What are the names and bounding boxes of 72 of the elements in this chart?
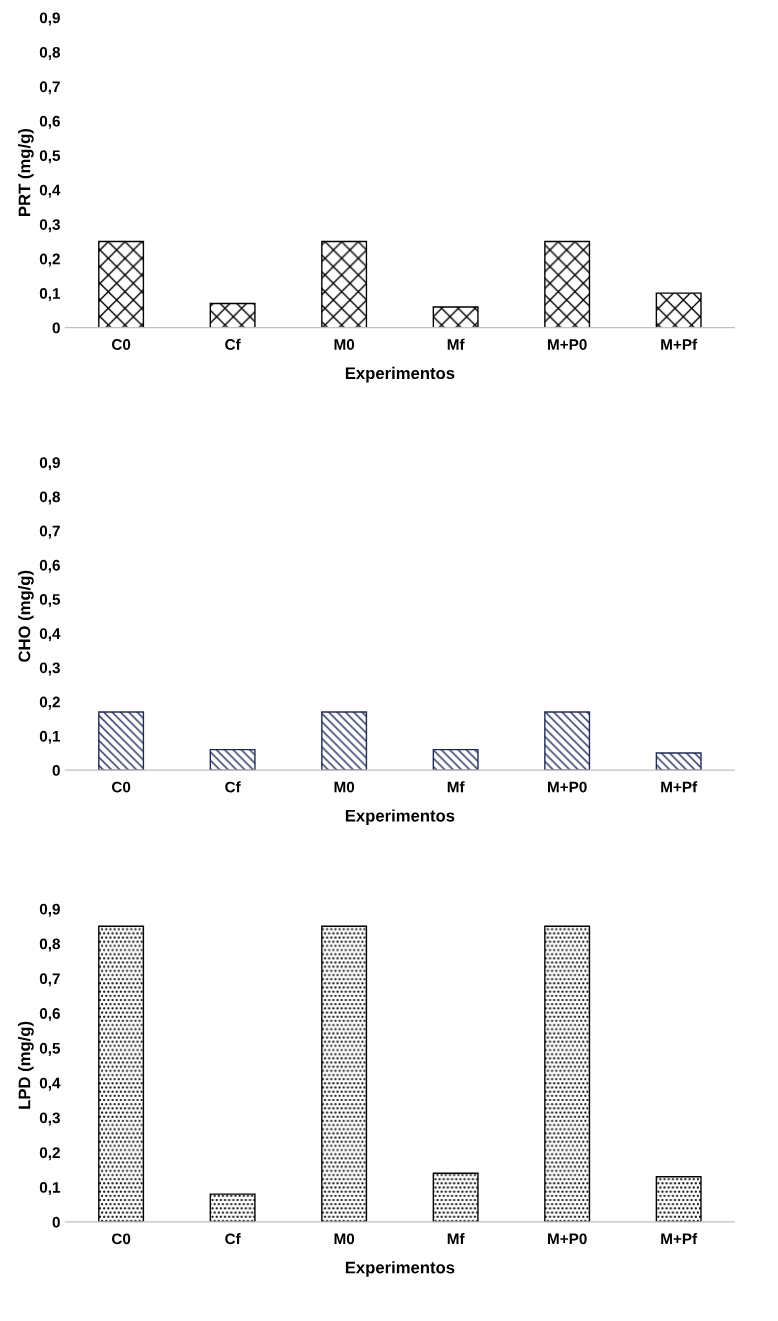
x-tick-label: Cf bbox=[225, 781, 241, 793]
y-axis-title: CHO (mg/g) bbox=[18, 570, 34, 662]
y-tick-label: 0,6 bbox=[39, 559, 60, 573]
y-tick-label: 0 bbox=[52, 1216, 60, 1228]
y-tick-label: 0,5 bbox=[39, 1042, 61, 1056]
y-tick-label: 0,7 bbox=[39, 525, 60, 539]
x-tick-label: M+Pf bbox=[661, 338, 698, 350]
y-tick-label: 0,8 bbox=[39, 938, 61, 952]
x-tick-label: M+P0 bbox=[548, 1233, 587, 1245]
x-tick-label: Mf bbox=[447, 781, 465, 793]
bar bbox=[98, 240, 145, 328]
x-axis-title: Experimentos bbox=[345, 1261, 455, 1277]
bar bbox=[432, 306, 479, 328]
y-tick-label: 0,4 bbox=[39, 628, 61, 642]
x-tick-label: Cf bbox=[225, 338, 241, 350]
y-tick-label: 0,1 bbox=[39, 288, 61, 302]
x-tick-label: Mf bbox=[447, 1233, 465, 1245]
bar bbox=[544, 925, 591, 1222]
bar bbox=[209, 302, 256, 328]
bar bbox=[544, 711, 591, 771]
y-tick-label: 0 bbox=[52, 322, 60, 334]
bar bbox=[98, 925, 145, 1222]
y-tick-label: 0,3 bbox=[39, 1112, 60, 1126]
y-tick-label: 0,9 bbox=[39, 457, 60, 471]
x-axis-title: Experimentos bbox=[345, 366, 455, 383]
x-tick-label: C0 bbox=[111, 781, 131, 793]
y-tick-label: 0,5 bbox=[39, 150, 61, 164]
x-tick-label: C0 bbox=[111, 1233, 131, 1245]
y-tick-label: 0,4 bbox=[39, 1077, 61, 1091]
y-tick-label: 0,2 bbox=[39, 696, 60, 710]
y-tick-label: 0,1 bbox=[39, 1182, 61, 1196]
x-tick-label: M+Pf bbox=[661, 781, 698, 793]
y-tick-label: 0,3 bbox=[39, 219, 60, 233]
y-tick-label: 0,8 bbox=[39, 46, 61, 60]
bar bbox=[655, 292, 702, 328]
y-tick-label: 0,7 bbox=[39, 973, 60, 987]
y-tick-label: 0,8 bbox=[39, 491, 61, 505]
x-tick-label: M+P0 bbox=[548, 339, 587, 350]
y-axis-title: LPD (mg/g) bbox=[18, 1021, 34, 1109]
bar bbox=[655, 1176, 702, 1222]
x-tick-label: C0 bbox=[111, 339, 131, 350]
bar bbox=[321, 925, 368, 1222]
bar bbox=[432, 748, 479, 771]
y-tick-label: 0,5 bbox=[39, 594, 61, 608]
y-axis-title: PRT (mg/g) bbox=[18, 128, 34, 216]
y-tick-label: 0,6 bbox=[39, 1008, 60, 1022]
bar bbox=[321, 711, 368, 771]
bar bbox=[209, 1193, 256, 1222]
y-tick-label: 0,2 bbox=[39, 1147, 60, 1161]
y-tick-label: 0,9 bbox=[39, 12, 60, 26]
x-tick-label: Mf bbox=[447, 338, 465, 350]
x-tick-label: M0 bbox=[334, 339, 355, 350]
bar bbox=[544, 240, 591, 328]
y-tick-label: 0 bbox=[52, 765, 60, 776]
bar bbox=[321, 240, 368, 328]
y-tick-label: 0,1 bbox=[39, 730, 61, 744]
y-tick-label: 0,3 bbox=[39, 662, 60, 676]
bar bbox=[98, 711, 145, 771]
x-tick-label: Cf bbox=[225, 1233, 241, 1245]
x-tick-label: M0 bbox=[334, 781, 355, 793]
y-tick-label: 0,9 bbox=[39, 903, 60, 917]
y-tick-label: 0,6 bbox=[39, 115, 60, 129]
x-axis-title: Experimentos bbox=[345, 809, 455, 825]
y-tick-label: 0,2 bbox=[39, 253, 60, 267]
x-tick-label: M+Pf bbox=[661, 1233, 698, 1245]
bar bbox=[209, 748, 256, 771]
bar bbox=[655, 752, 702, 771]
x-tick-label: M+P0 bbox=[548, 781, 587, 793]
x-tick-label: M0 bbox=[334, 1233, 355, 1245]
y-tick-label: 0,7 bbox=[39, 81, 60, 95]
y-tick-label: 0,4 bbox=[39, 184, 61, 198]
bar bbox=[432, 1172, 479, 1222]
